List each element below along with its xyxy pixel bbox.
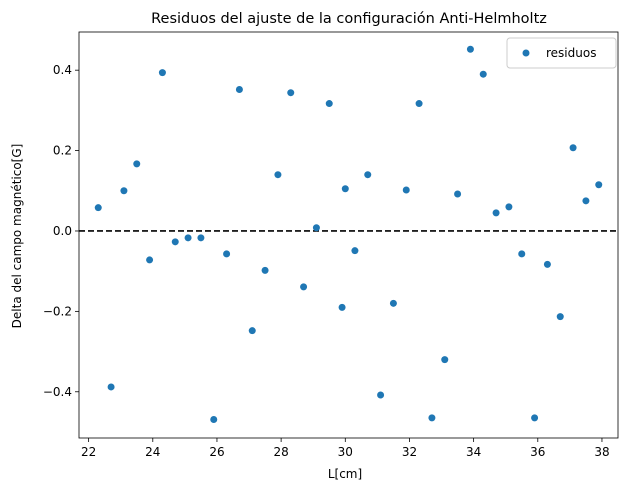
y-tick-label: 0.2	[53, 144, 72, 158]
data-point	[235, 85, 243, 93]
data-point	[543, 260, 551, 268]
y-tick-label: 0.4	[53, 63, 72, 77]
plot-frame	[78, 31, 619, 439]
y-tick-label: −0.2	[43, 304, 72, 318]
data-point	[107, 383, 115, 391]
data-point	[287, 89, 295, 97]
legend-label-residuos: residuos	[546, 46, 596, 60]
data-point	[364, 171, 372, 179]
data-point	[133, 160, 141, 168]
data-point	[94, 204, 102, 212]
data-point	[569, 144, 577, 152]
x-tick-label: 34	[466, 445, 481, 459]
x-tick-label: 30	[338, 445, 353, 459]
data-point	[261, 266, 269, 274]
data-point	[402, 186, 410, 194]
data-point	[351, 247, 359, 255]
data-point	[338, 303, 346, 311]
y-tick-label: 0.0	[53, 224, 72, 238]
legend-box	[506, 37, 617, 69]
data-point	[556, 313, 564, 321]
data-point	[505, 203, 513, 211]
legend-marker	[522, 49, 530, 57]
data-point	[158, 69, 166, 77]
data-point	[274, 171, 282, 179]
data-point	[454, 190, 462, 198]
x-tick-label: 22	[81, 445, 96, 459]
data-point	[146, 256, 154, 264]
data-point	[312, 224, 320, 232]
x-tick-label: 32	[402, 445, 417, 459]
x-tick-label: 24	[145, 445, 160, 459]
data-point	[415, 100, 423, 108]
x-tick-label: 26	[209, 445, 224, 459]
data-point	[518, 250, 526, 258]
data-point	[341, 185, 349, 193]
data-point	[197, 234, 205, 242]
data-point	[479, 70, 487, 78]
data-point	[595, 181, 603, 189]
data-point	[223, 250, 231, 258]
legend: residuos	[506, 37, 617, 69]
data-point	[582, 197, 590, 205]
data-point	[377, 391, 385, 399]
x-axis-label: L[cm]	[328, 467, 362, 481]
x-tick-label: 38	[594, 445, 609, 459]
data-point	[171, 238, 179, 246]
data-point	[466, 45, 474, 53]
y-axis-label: Delta del campo magnético[G]	[10, 144, 24, 329]
data-point	[428, 414, 436, 422]
data-point	[389, 299, 397, 307]
chart-title: Residuos del ajuste de la configuración …	[151, 11, 547, 27]
data-point	[248, 327, 256, 335]
data-point	[184, 234, 192, 242]
data-point	[531, 414, 539, 422]
plot-area: 22 24 26 28 30 32 34 36 38 −0.4 −0.2 0.0 0.2 0.4	[43, 31, 619, 459]
data-point	[325, 100, 333, 108]
y-tick-label: −0.4	[43, 385, 72, 399]
data-point	[210, 416, 218, 424]
data-point	[492, 209, 500, 217]
data-point	[300, 283, 308, 291]
x-tick-label: 36	[530, 445, 545, 459]
x-tick-label: 28	[273, 445, 288, 459]
data-point	[441, 356, 449, 364]
data-point	[120, 187, 128, 195]
